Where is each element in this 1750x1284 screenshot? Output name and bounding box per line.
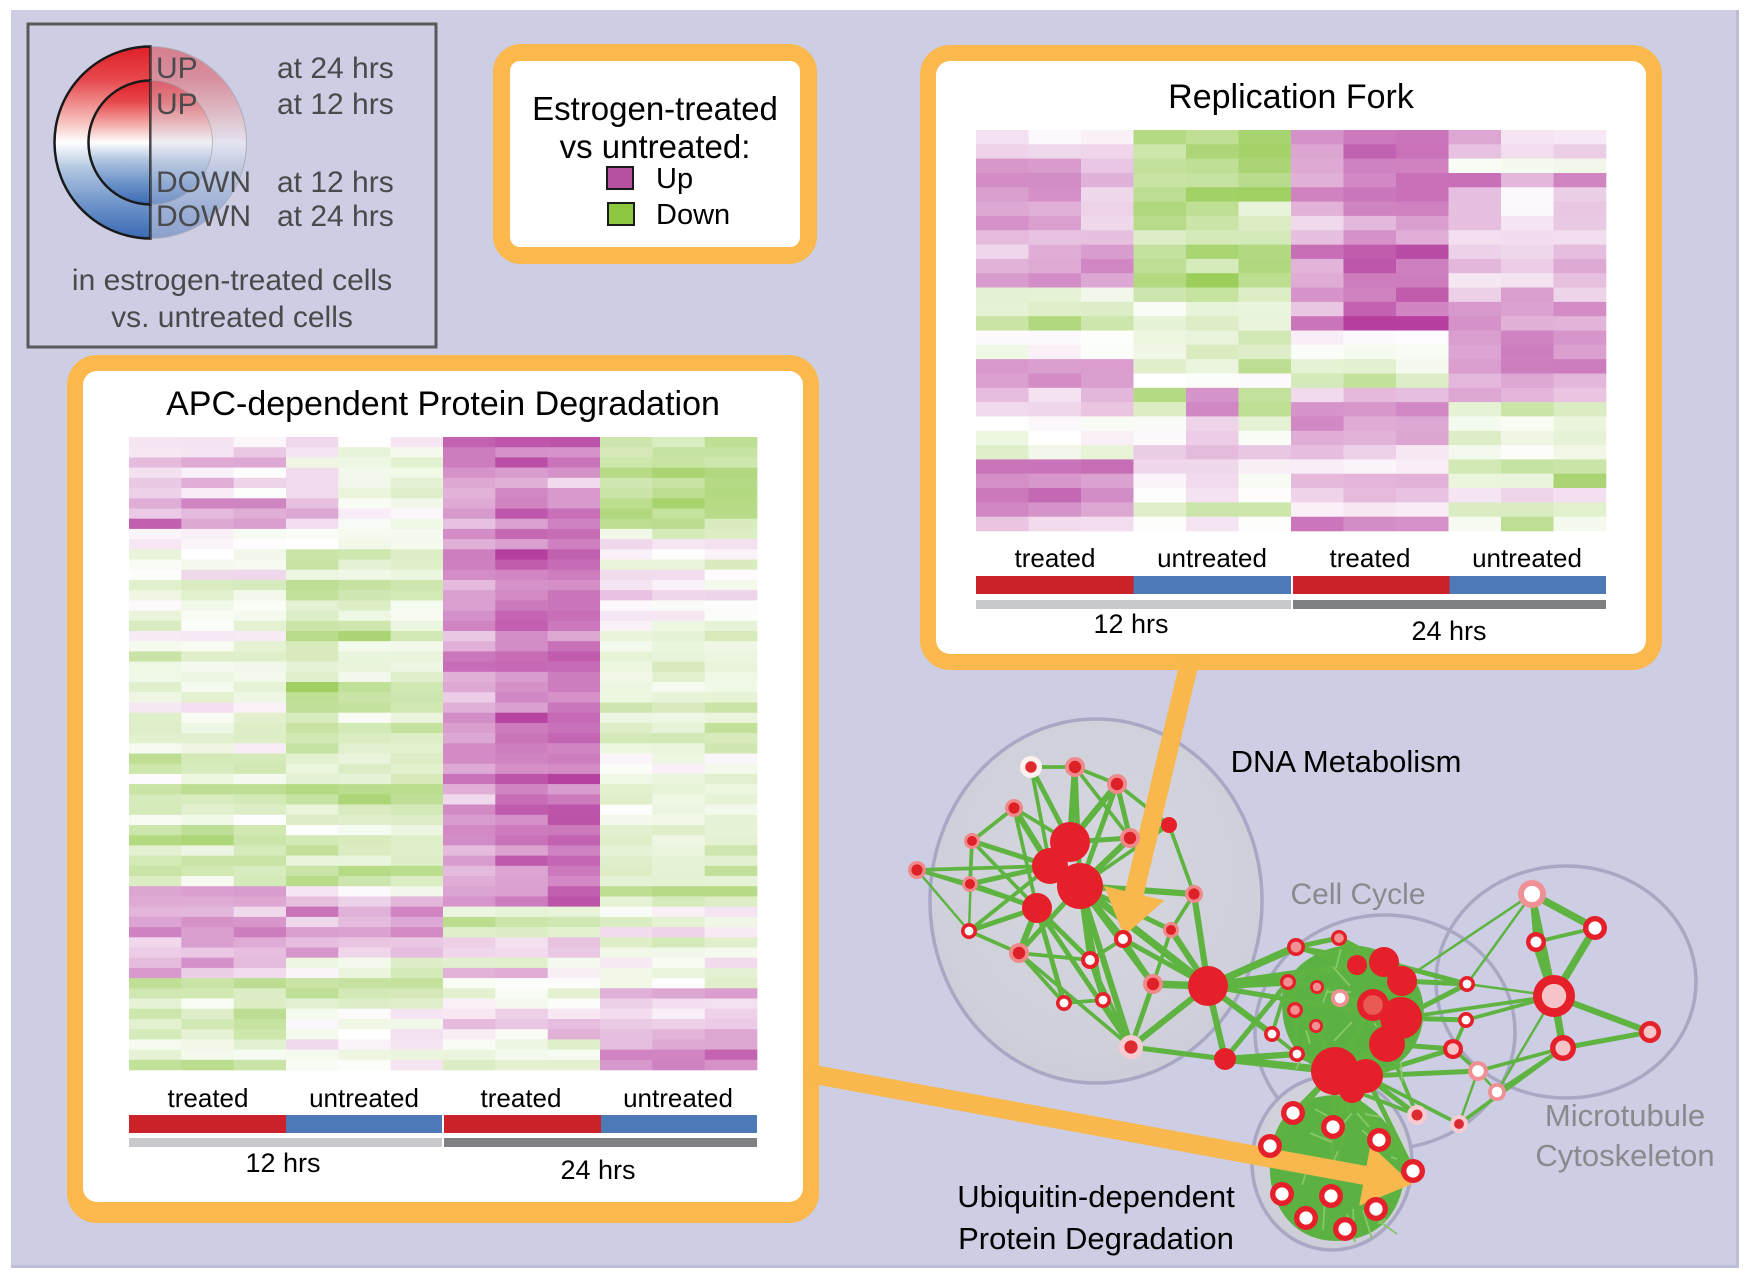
- svg-text:Cytoskeleton: Cytoskeleton: [1535, 1138, 1714, 1173]
- svg-text:treated: treated: [168, 1083, 249, 1113]
- svg-text:Ubiquitin-dependent: Ubiquitin-dependent: [957, 1179, 1235, 1214]
- svg-text:vs untreated:: vs untreated:: [560, 128, 751, 165]
- svg-text:at 24 hrs: at 24 hrs: [277, 200, 394, 233]
- svg-text:Estrogen-treated: Estrogen-treated: [532, 90, 778, 127]
- svg-text:at 12 hrs: at 12 hrs: [277, 166, 394, 199]
- svg-text:UP: UP: [156, 52, 198, 85]
- svg-text:UP: UP: [156, 88, 198, 121]
- svg-text:12 hrs: 12 hrs: [245, 1148, 320, 1178]
- svg-text:untreated: untreated: [1472, 543, 1582, 573]
- svg-text:untreated: untreated: [309, 1083, 419, 1113]
- svg-text:24 hrs: 24 hrs: [560, 1155, 635, 1185]
- svg-text:at 24 hrs: at 24 hrs: [277, 52, 394, 85]
- svg-text:24 hrs: 24 hrs: [1411, 616, 1486, 646]
- svg-text:Protein Degradation: Protein Degradation: [958, 1221, 1234, 1256]
- svg-text:untreated: untreated: [623, 1083, 733, 1113]
- svg-text:Replication Fork: Replication Fork: [1168, 78, 1415, 116]
- svg-text:at 12 hrs: at 12 hrs: [277, 88, 394, 121]
- svg-text:treated: treated: [1330, 543, 1411, 573]
- svg-text:APC-dependent Protein Degradat: APC-dependent Protein Degradation: [166, 385, 720, 423]
- svg-text:DOWN: DOWN: [156, 166, 251, 199]
- svg-text:treated: treated: [1015, 543, 1096, 573]
- svg-text:Down: Down: [656, 199, 730, 231]
- svg-text:untreated: untreated: [1157, 543, 1267, 573]
- svg-text:DNA Metabolism: DNA Metabolism: [1231, 744, 1462, 779]
- svg-text:12 hrs: 12 hrs: [1093, 609, 1168, 639]
- svg-text:treated: treated: [481, 1083, 562, 1113]
- svg-text:Microtubule: Microtubule: [1545, 1098, 1705, 1133]
- svg-text:vs. untreated cells: vs. untreated cells: [111, 301, 353, 334]
- svg-text:DOWN: DOWN: [156, 200, 251, 233]
- svg-text:Cell Cycle: Cell Cycle: [1290, 878, 1425, 911]
- svg-text:Up: Up: [656, 163, 693, 195]
- svg-text:in estrogen-treated cells: in estrogen-treated cells: [72, 264, 392, 297]
